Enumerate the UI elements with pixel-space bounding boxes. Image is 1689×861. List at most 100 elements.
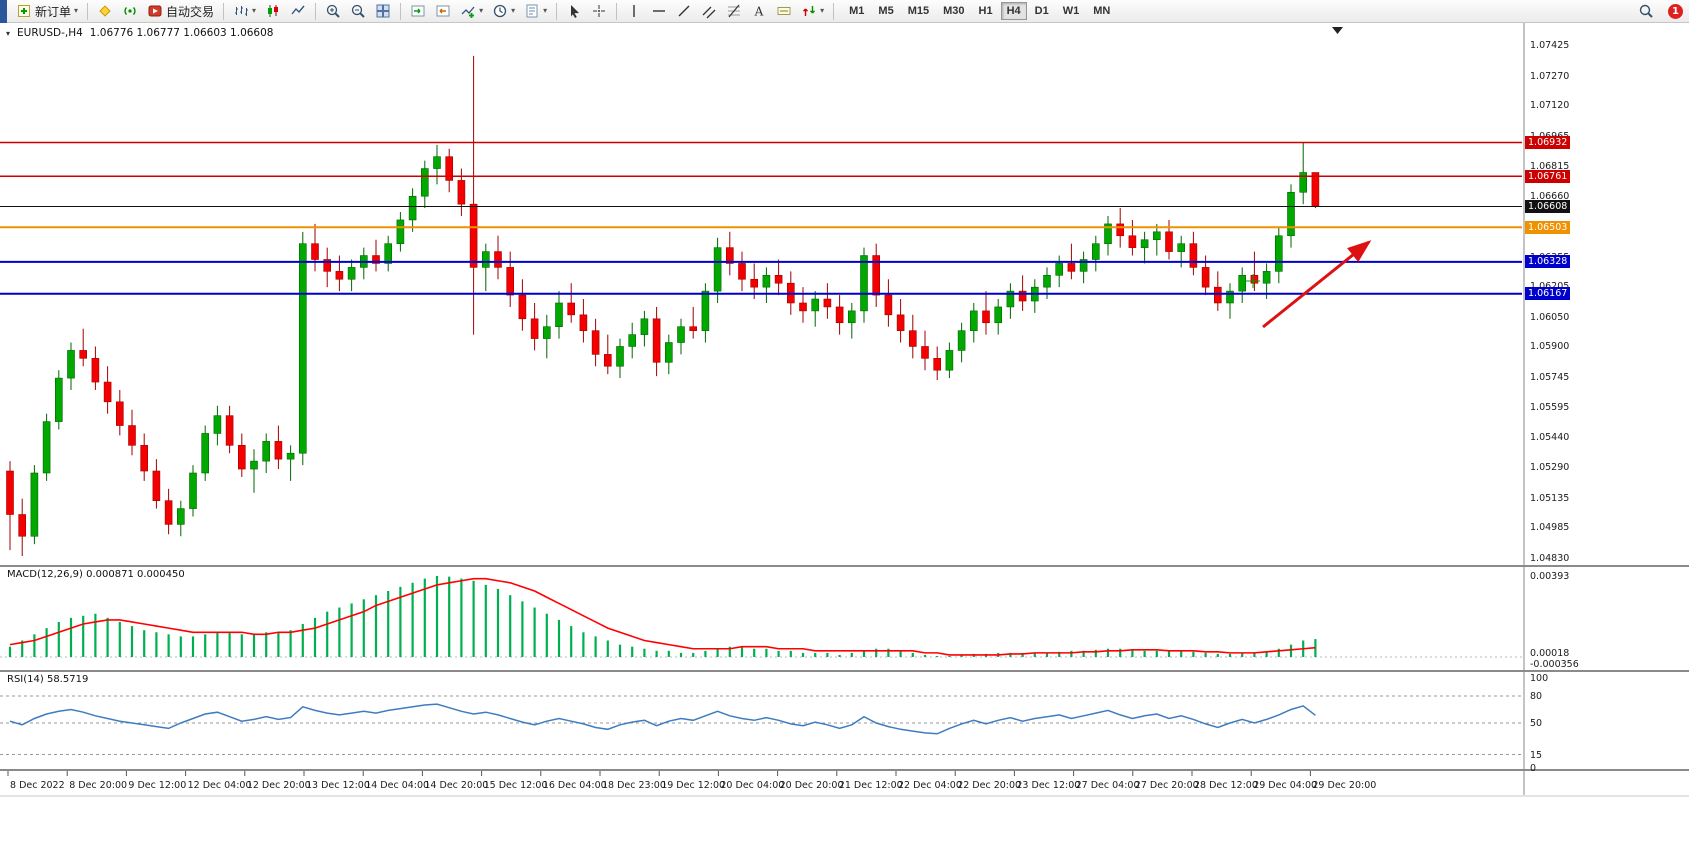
time-axis-label: 29 Dec 04:00 (1253, 780, 1318, 791)
candlestick-chart-button[interactable] (261, 1, 285, 22)
chart-shift-button[interactable] (431, 1, 455, 22)
zoom-out-button[interactable] (346, 1, 370, 22)
chart-shift-icon (436, 5, 450, 17)
timeframe-h1-button[interactable]: H1 (973, 2, 999, 20)
candle-body (1238, 275, 1246, 292)
search-button[interactable] (1634, 1, 1658, 22)
horizontal-line-button[interactable] (647, 1, 671, 22)
candle-body (1104, 223, 1112, 244)
metaeditor-button[interactable] (93, 1, 117, 22)
timeframe-mn-button[interactable]: MN (1087, 2, 1116, 20)
timeframe-m5-button[interactable]: M5 (872, 2, 899, 20)
chart-title: ▾ EURUSD-,H4 1.06776 1.06777 1.06603 1.0… (6, 27, 273, 39)
equidistant-channel-button[interactable] (697, 1, 721, 22)
vertical-line-icon (633, 5, 635, 17)
timeframe-d1-button[interactable]: D1 (1029, 2, 1055, 20)
candle-body (518, 294, 527, 320)
candle-body (530, 318, 539, 339)
bar-chart-button[interactable]: ▾ (229, 1, 260, 22)
candle-body (116, 401, 124, 426)
text-icon: A (754, 5, 764, 19)
macd-scale-label: 0.00393 (1530, 570, 1570, 582)
timeframe-m1-button[interactable]: M1 (843, 2, 870, 20)
price-axis-label: 1.05290 (1530, 462, 1570, 474)
time-axis-label: 27 Dec 04:00 (1075, 780, 1140, 791)
crosshair-button[interactable] (587, 1, 611, 22)
arrows-icon (803, 6, 816, 16)
trendline-icon (678, 5, 690, 17)
time-axis-label: 22 Dec 20:00 (957, 780, 1022, 791)
fibonacci-button[interactable] (722, 1, 746, 22)
autotrading-icon (148, 5, 162, 17)
notification-badge[interactable]: 1 (1668, 3, 1683, 19)
price-axis-label: 1.05900 (1530, 341, 1570, 353)
svg-text:A: A (754, 5, 764, 19)
arrows-button[interactable]: ▾ (797, 1, 828, 22)
signals-button[interactable] (118, 1, 142, 22)
time-axis-label: 22 Dec 04:00 (898, 780, 962, 791)
candle-body (616, 346, 624, 367)
indicators-icon (461, 6, 475, 18)
scroll-end-marker[interactable] (1332, 27, 1343, 34)
candle-body (1299, 172, 1307, 193)
candle-body (164, 500, 173, 525)
timeframe-h4-button[interactable]: H4 (1000, 2, 1027, 20)
toolbar-separator (87, 2, 89, 20)
candle-body (835, 306, 844, 324)
annotation-arrow[interactable] (1262, 240, 1372, 329)
new-order-icon (18, 5, 30, 17)
metaeditor-icon (99, 5, 111, 17)
candle-body (1067, 263, 1076, 272)
candle-body (1189, 243, 1198, 268)
timeframe-m15-button[interactable]: M15 (902, 2, 935, 20)
time-axis-label: 20 Dec 04:00 (720, 780, 785, 791)
candle-body (91, 358, 100, 383)
candle-body (591, 330, 600, 355)
timeframe-w1-button[interactable]: W1 (1057, 2, 1086, 20)
text-button[interactable]: A (747, 1, 771, 22)
time-axis-label: 15 Dec 12:00 (483, 780, 548, 791)
candle-body (311, 243, 319, 260)
cursor-button[interactable] (562, 1, 586, 22)
templates-button[interactable]: ▾ (520, 1, 551, 22)
price-badge: 1.06167 (1525, 287, 1571, 301)
line-chart-button[interactable] (286, 1, 310, 22)
toolbar-separator (223, 2, 225, 20)
autotrading-button[interactable]: 自动交易 (143, 1, 218, 22)
line-chart-icon (291, 5, 305, 15)
candle-body (1226, 290, 1234, 304)
candle-body (445, 156, 454, 181)
time-axis-label: 20 Dec 20:00 (779, 780, 844, 791)
fibonacci-retracement-icon (728, 4, 741, 18)
text-label-button[interactable] (772, 1, 796, 22)
new-order-label: 新订单 (35, 4, 72, 19)
vertical-line-button[interactable] (622, 1, 646, 22)
candle-body (1116, 223, 1124, 237)
trendline-button[interactable] (672, 1, 696, 22)
candle-body (689, 326, 698, 331)
autotrading-label: 自动交易 (166, 4, 215, 19)
time-axis-label: 13 Dec 12:00 (306, 780, 370, 791)
candle-body (847, 310, 856, 324)
indicators-button[interactable]: ▾ (456, 1, 487, 22)
periods-button[interactable]: ▾ (488, 1, 519, 22)
price-axis-label: 1.04830 (1530, 553, 1570, 564)
caret-down-icon: ▾ (74, 6, 79, 15)
auto-scroll-button[interactable] (406, 1, 430, 22)
timeframe-m30-button[interactable]: M30 (937, 2, 970, 20)
chart-menu-icon[interactable]: ▾ (6, 28, 11, 38)
candle-body (762, 275, 771, 288)
new-order-button[interactable]: 新订单 ▾ (12, 1, 82, 22)
candle-body (1043, 275, 1051, 288)
macd-header: MACD(12,26,9) 0.000871 0.000450 (7, 569, 185, 580)
candle-body (652, 318, 661, 363)
rsi-header: RSI(14) 58.5719 (7, 674, 89, 685)
price-axis-label: 1.05135 (1530, 492, 1570, 504)
tile-windows-button[interactable] (371, 1, 395, 22)
price-axis-label: 1.05745 (1530, 372, 1570, 384)
macd-scale-label: -0.000356 (1530, 659, 1579, 671)
zoom-in-button[interactable] (321, 1, 345, 22)
price-axis-label: 1.06205 (1530, 281, 1569, 292)
time-axis-label: 12 Dec 20:00 (246, 780, 311, 791)
time-axis-label: 8 Dec 20:00 (69, 780, 128, 791)
